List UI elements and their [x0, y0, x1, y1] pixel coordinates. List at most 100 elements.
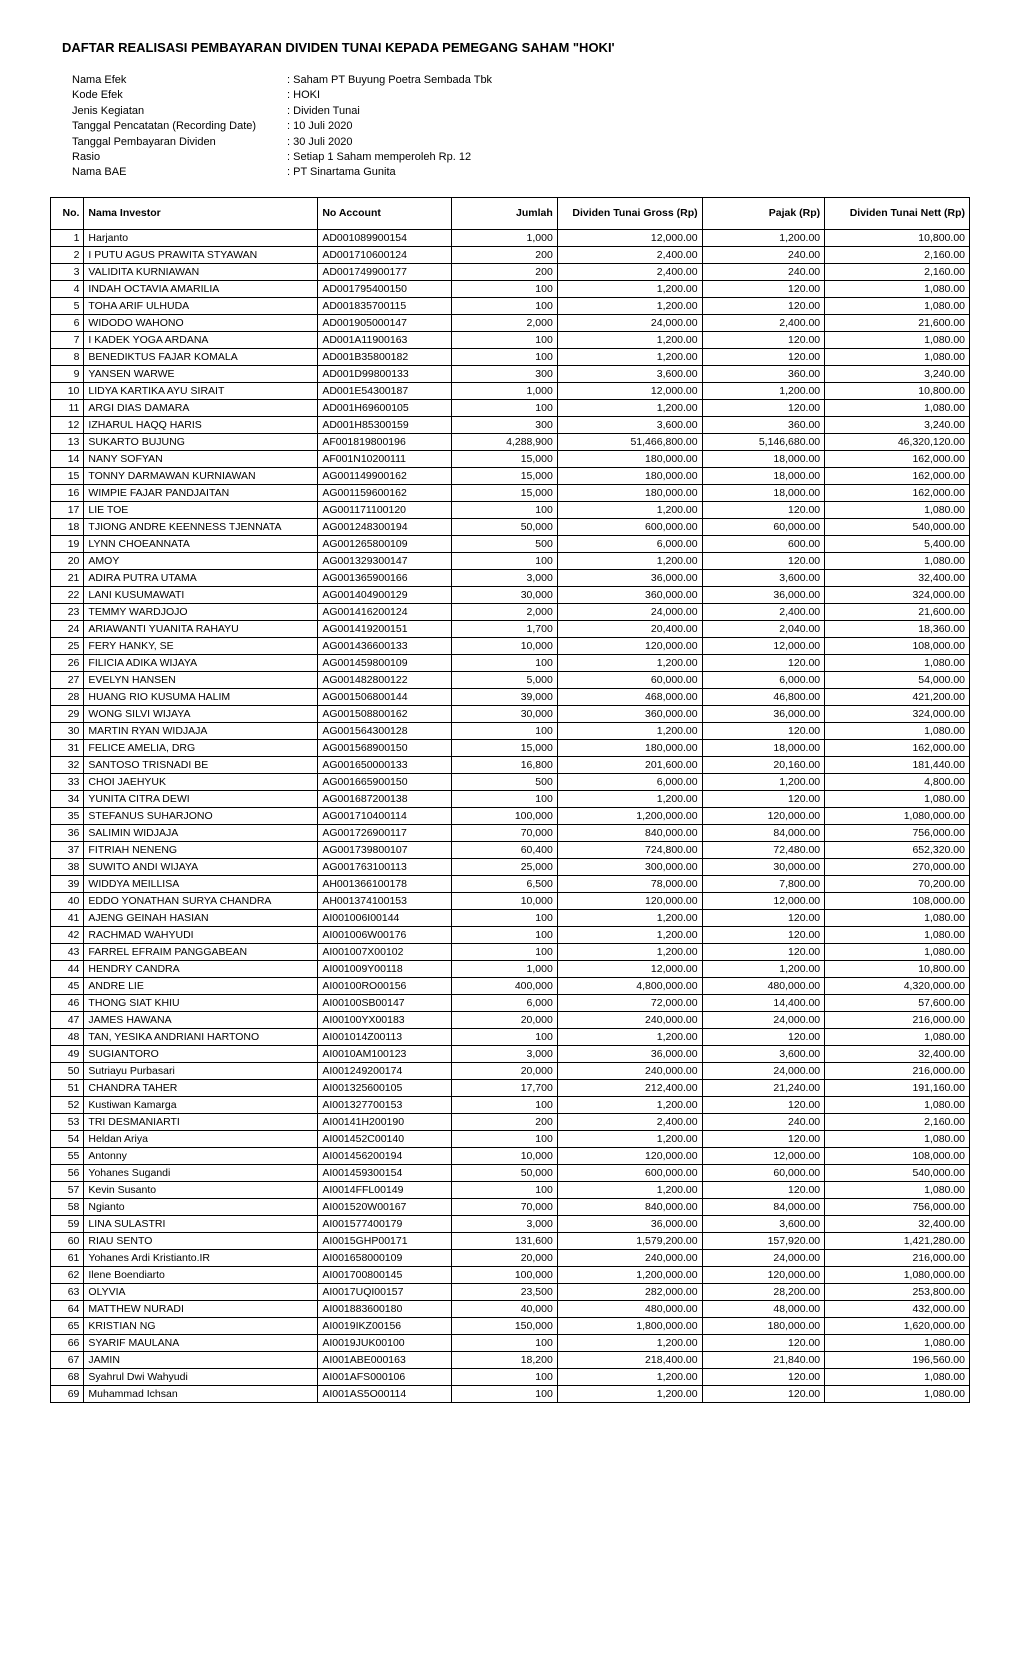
cell-acc: AG001482800122: [318, 671, 452, 688]
info-label: Jenis Kegiatan: [72, 104, 287, 119]
cell-acc: AD001089900154: [318, 229, 452, 246]
cell-no: 47: [51, 1011, 84, 1028]
cell-no: 48: [51, 1028, 84, 1045]
cell-gross: 1,200.00: [557, 1368, 702, 1385]
cell-pajak: 120.00: [702, 1334, 825, 1351]
cell-nama: YUNITA CITRA DEWI: [84, 790, 318, 807]
cell-no: 35: [51, 807, 84, 824]
cell-nett: 216,000.00: [825, 1062, 970, 1079]
cell-nama: Yohanes Ardi Kristianto.IR: [84, 1249, 318, 1266]
cell-acc: AD001749900177: [318, 263, 452, 280]
table-row: 44HENDRY CANDRAAI001009Y001181,00012,000…: [51, 960, 970, 977]
cell-nett: 2,160.00: [825, 263, 970, 280]
cell-nama: SALIMIN WIDJAJA: [84, 824, 318, 841]
cell-nama: TONNY DARMAWAN KURNIAWAN: [84, 467, 318, 484]
cell-gross: 212,400.00: [557, 1079, 702, 1096]
cell-nett: 10,800.00: [825, 960, 970, 977]
cell-no: 66: [51, 1334, 84, 1351]
table-row: 62Ilene BoendiartoAI001700800145100,0001…: [51, 1266, 970, 1283]
cell-no: 63: [51, 1283, 84, 1300]
cell-acc: AI0014FFL00149: [318, 1181, 452, 1198]
cell-gross: 51,466,800.00: [557, 433, 702, 450]
table-row: 35STEFANUS SUHARJONOAG001710400114100,00…: [51, 807, 970, 824]
cell-nama: ADIRA PUTRA UTAMA: [84, 569, 318, 586]
cell-acc: AG001436600133: [318, 637, 452, 654]
cell-jumlah: 5,000: [452, 671, 558, 688]
cell-nett: 162,000.00: [825, 484, 970, 501]
cell-nama: LANI KUSUMAWATI: [84, 586, 318, 603]
cell-nett: 216,000.00: [825, 1249, 970, 1266]
table-row: 42RACHMAD WAHYUDIAI001006W001761001,200.…: [51, 926, 970, 943]
cell-acc: AI00100RO00156: [318, 977, 452, 994]
cell-no: 42: [51, 926, 84, 943]
cell-acc: AI0019JUK00100: [318, 1334, 452, 1351]
header-no: No.: [51, 197, 84, 229]
table-row: 34YUNITA CITRA DEWIAG0016872001381001,20…: [51, 790, 970, 807]
cell-gross: 3,600.00: [557, 365, 702, 382]
cell-gross: 2,400.00: [557, 263, 702, 280]
cell-nama: FERY HANKY, SE: [84, 637, 318, 654]
cell-jumlah: 20,000: [452, 1249, 558, 1266]
table-row: 46THONG SIAT KHIUAI00100SB001476,00072,0…: [51, 994, 970, 1011]
cell-jumlah: 6,500: [452, 875, 558, 892]
cell-no: 46: [51, 994, 84, 1011]
cell-jumlah: 10,000: [452, 637, 558, 654]
cell-nama: WIDODO WAHONO: [84, 314, 318, 331]
cell-nama: Heldan Ariya: [84, 1130, 318, 1147]
cell-nett: 1,080.00: [825, 331, 970, 348]
table-row: 36SALIMIN WIDJAJAAG00172690011770,000840…: [51, 824, 970, 841]
cell-gross: 360,000.00: [557, 705, 702, 722]
table-row: 59LINA SULASTRIAI0015774001793,00036,000…: [51, 1215, 970, 1232]
cell-acc: AI001007X00102: [318, 943, 452, 960]
cell-nett: 1,080,000.00: [825, 1266, 970, 1283]
cell-gross: 600,000.00: [557, 1164, 702, 1181]
cell-pajak: 180,000.00: [702, 1317, 825, 1334]
cell-gross: 1,200.00: [557, 909, 702, 926]
info-label: Nama BAE: [72, 165, 287, 180]
cell-nett: 46,320,120.00: [825, 433, 970, 450]
cell-pajak: 48,000.00: [702, 1300, 825, 1317]
table-row: 45ANDRE LIEAI00100RO00156400,0004,800,00…: [51, 977, 970, 994]
cell-no: 52: [51, 1096, 84, 1113]
table-row: 68Syahrul Dwi WahyudiAI001AFS0001061001,…: [51, 1368, 970, 1385]
cell-gross: 120,000.00: [557, 1147, 702, 1164]
cell-pajak: 18,000.00: [702, 484, 825, 501]
cell-acc: AI0015GHP00171: [318, 1232, 452, 1249]
cell-pajak: 120,000.00: [702, 807, 825, 824]
cell-acc: AD001E54300187: [318, 382, 452, 399]
cell-gross: 240,000.00: [557, 1011, 702, 1028]
cell-nama: SUKARTO BUJUNG: [84, 433, 318, 450]
cell-acc: AI00141H200190: [318, 1113, 452, 1130]
table-row: 56Yohanes SugandiAI00145930015450,000600…: [51, 1164, 970, 1181]
cell-no: 49: [51, 1045, 84, 1062]
cell-nama: I PUTU AGUS PRAWITA STYAWAN: [84, 246, 318, 263]
cell-acc: AI001327700153: [318, 1096, 452, 1113]
cell-nett: 21,600.00: [825, 603, 970, 620]
table-row: 32SANTOSO TRISNADI BEAG00165000013316,80…: [51, 756, 970, 773]
table-row: 20AMOYAG0013293001471001,200.00120.001,0…: [51, 552, 970, 569]
cell-no: 41: [51, 909, 84, 926]
table-row: 30MARTIN RYAN WIDJAJAAG0015643001281001,…: [51, 722, 970, 739]
cell-pajak: 120.00: [702, 1130, 825, 1147]
info-value: Saham PT Buyung Poetra Sembada Tbk: [287, 73, 492, 88]
cell-pajak: 120.00: [702, 399, 825, 416]
cell-nett: 1,080.00: [825, 722, 970, 739]
table-row: 25FERY HANKY, SEAG00143660013310,000120,…: [51, 637, 970, 654]
cell-no: 37: [51, 841, 84, 858]
info-row: Nama BAEPT Sinartama Gunita: [72, 165, 970, 180]
cell-nett: 70,200.00: [825, 875, 970, 892]
cell-nett: 1,080.00: [825, 280, 970, 297]
cell-pajak: 18,000.00: [702, 467, 825, 484]
table-row: 11ARGI DIAS DAMARAAD001H696001051001,200…: [51, 399, 970, 416]
cell-jumlah: 1,000: [452, 229, 558, 246]
info-label: Tanggal Pembayaran Dividen: [72, 135, 287, 150]
cell-gross: 6,000.00: [557, 535, 702, 552]
cell-acc: AG001265800109: [318, 535, 452, 552]
cell-jumlah: 400,000: [452, 977, 558, 994]
cell-jumlah: 500: [452, 773, 558, 790]
table-row: 58NgiantoAI001520W0016770,000840,000.008…: [51, 1198, 970, 1215]
cell-acc: AG001329300147: [318, 552, 452, 569]
table-row: 16WIMPIE FAJAR PANDJAITANAG0011596001621…: [51, 484, 970, 501]
cell-pajak: 360.00: [702, 416, 825, 433]
cell-no: 36: [51, 824, 84, 841]
